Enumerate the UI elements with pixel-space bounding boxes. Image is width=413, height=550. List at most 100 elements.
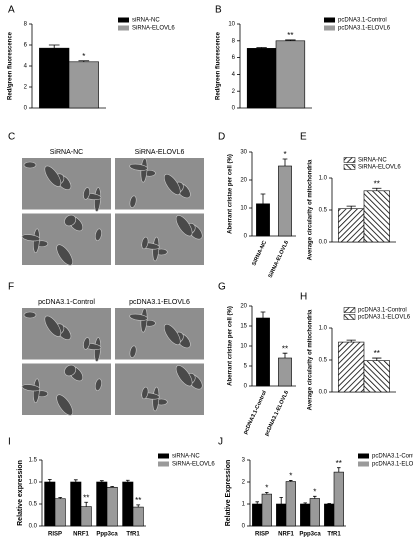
y-tick-label: 8: [24, 22, 28, 28]
error-bar: [265, 491, 269, 495]
bar: [261, 493, 272, 527]
error-bar: [289, 480, 293, 482]
legend-swatch: [358, 453, 369, 459]
bar: [132, 506, 144, 527]
y-tick-label: 1.5: [29, 458, 38, 464]
bar: [338, 341, 365, 393]
x-tick-label: Ppp3ca: [96, 532, 118, 538]
panel-label: J: [218, 437, 223, 448]
bar: [256, 317, 270, 387]
bar: [70, 481, 82, 527]
bar: [68, 61, 99, 109]
y-tick-label: 4: [232, 72, 236, 78]
legend-label: pcDNA3.1-Control: [358, 308, 407, 314]
bar: [285, 481, 296, 527]
y-tick-label: 0: [24, 106, 28, 112]
error-bar: [73, 479, 78, 482]
y-axis-title: Aberrant cristae per cell (%): [228, 306, 234, 386]
significance-mark: **: [287, 31, 293, 40]
mitochondrion: [44, 315, 62, 337]
y-tick-label: 10: [240, 206, 247, 212]
mitochondrion: [83, 187, 91, 200]
legend-swatch: [118, 25, 129, 31]
y-tick-label: 10: [240, 344, 247, 350]
y-tick-label: 15: [240, 324, 247, 330]
error-bar: [47, 478, 52, 482]
mitochondrion: [56, 394, 73, 416]
panel-label: D: [218, 132, 225, 143]
significance-mark: **: [374, 349, 380, 358]
error-bar: [255, 501, 259, 504]
x-tick-label: RISP: [48, 532, 62, 538]
legend-swatch: [324, 17, 335, 23]
error-bar: [346, 339, 356, 343]
micrograph-image: [115, 213, 204, 265]
legend-label: siRNA-NC: [172, 454, 200, 460]
legend-label: SiRNA-ELOVL6: [132, 26, 175, 32]
x-tick-label: SiRNA-NC: [251, 240, 268, 267]
y-tick-label: 0.5: [29, 502, 38, 508]
panel-label: F: [8, 282, 14, 293]
x-tick-label: Ppp3ca: [299, 532, 321, 538]
x-tick-label: RISP: [255, 532, 269, 538]
legend-label: SiRNA-ELOVL6: [358, 165, 401, 171]
y-tick-label: 20: [240, 304, 247, 310]
legend-swatch: [324, 25, 335, 31]
legend-swatch: [343, 164, 356, 170]
mitochondrion: [129, 313, 148, 321]
error-bar: [285, 39, 296, 41]
micrograph-image: [115, 363, 204, 415]
mitochondrion: [163, 173, 181, 196]
error-bar: [372, 357, 382, 361]
error-bar: [337, 467, 341, 473]
error-bar: [48, 44, 60, 49]
bar: [96, 481, 108, 527]
y-tick-label: 4: [24, 64, 28, 70]
legend-label: siRNA-NC: [132, 18, 160, 24]
bar: [106, 486, 118, 527]
bar: [333, 471, 344, 527]
bar: [309, 498, 320, 527]
y-axis-title: Red/green fluorescence: [8, 31, 14, 100]
x-tick-label: pcDNA3.1-ELOVL6: [264, 390, 290, 437]
bar: [54, 498, 66, 527]
x-tick-label: TfR1: [327, 532, 341, 538]
y-axis-title: Red/green fluorescence: [216, 31, 222, 100]
mitochondrion: [23, 161, 37, 169]
y-tick-label: 0.5: [319, 358, 328, 364]
mitochondrion: [141, 386, 149, 400]
significance-mark: **: [282, 344, 288, 353]
bar: [252, 503, 263, 527]
y-tick-label: 0: [242, 524, 246, 530]
legend-swatch: [343, 157, 356, 163]
y-tick-label: 0: [244, 234, 248, 240]
y-axis-title: Average circularity of mitochondria: [308, 159, 314, 260]
mitochondrion: [94, 228, 102, 241]
micrograph-image: [115, 158, 204, 210]
bar: [363, 360, 390, 393]
mitochondrion: [23, 311, 37, 319]
mitochondrion: [44, 165, 62, 187]
mitochondrion: [64, 214, 77, 227]
y-axis-title: Relative Expression: [225, 460, 232, 527]
x-tick-label: pcDNA3.1-Control: [243, 390, 269, 436]
bar: [275, 40, 306, 109]
bar: [324, 503, 335, 527]
y-tick-label: 30: [240, 150, 247, 156]
panel-label: I: [8, 437, 11, 448]
mitochondrion: [129, 345, 137, 358]
error-bar: [260, 193, 266, 204]
legend-label: pcDNA3.1-ELOVL6: [372, 462, 413, 468]
bar: [338, 208, 365, 243]
error-bar: [84, 501, 89, 507]
legend-swatch: [158, 461, 169, 467]
error-bar: [303, 502, 307, 504]
legend-swatch: [158, 453, 169, 459]
y-tick-label: 10: [228, 22, 235, 28]
image-caption: pcDNA3.1-ELOVL6: [129, 299, 190, 306]
legend-label: SiRNA-NC: [358, 158, 387, 164]
y-tick-label: 0: [244, 384, 248, 390]
error-bar: [372, 187, 382, 191]
error-bar: [58, 497, 63, 499]
